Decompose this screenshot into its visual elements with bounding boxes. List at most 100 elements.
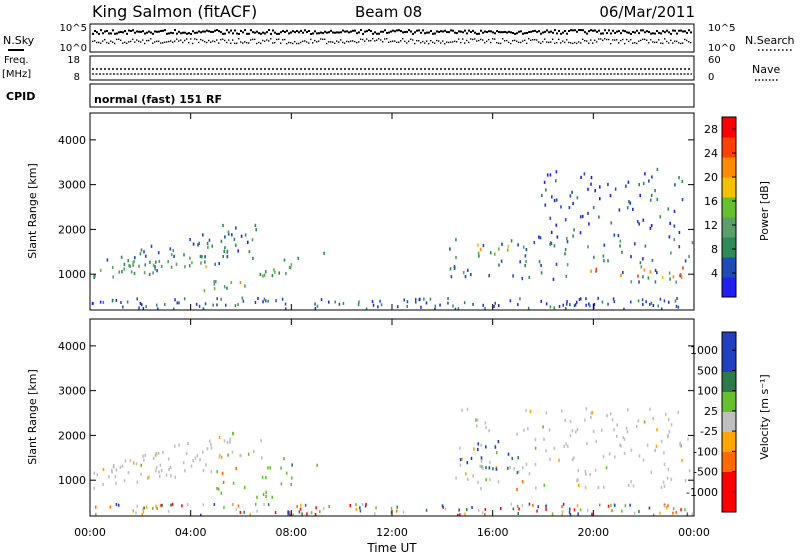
noise-sky-point xyxy=(190,32,192,35)
noise-search-point xyxy=(140,41,142,43)
noise-sky-point xyxy=(532,30,534,33)
noise-search-point xyxy=(508,41,510,44)
noise-sky-label: N.Sky xyxy=(3,34,35,47)
speckle-cell xyxy=(357,303,360,307)
noise-search-point xyxy=(418,40,420,42)
noise-search-point xyxy=(348,41,350,43)
speckle-cell xyxy=(645,300,647,304)
noise-search-point xyxy=(548,41,550,44)
noise-sky-point xyxy=(116,32,118,35)
noise-sky-point xyxy=(92,32,94,35)
speckle-cell xyxy=(675,510,677,514)
noise-sky-point xyxy=(488,30,490,33)
speckle-cell xyxy=(186,502,189,506)
speckle-cell xyxy=(254,300,257,304)
speckle-cell xyxy=(223,505,225,509)
speckle-cell xyxy=(677,305,680,309)
noise-sky-point xyxy=(308,30,310,33)
speckle-cell xyxy=(242,299,245,303)
noise-sky-point xyxy=(112,29,114,32)
speckle-cell xyxy=(447,297,449,300)
noise-sky-point xyxy=(522,32,524,35)
noise-sky-point xyxy=(272,29,274,32)
noise-search-point xyxy=(144,42,146,45)
speckle-cell xyxy=(528,502,531,506)
speckle-cell xyxy=(265,299,267,303)
noise-search-point xyxy=(310,38,312,41)
noise-search-point xyxy=(592,42,594,44)
noise-search-point xyxy=(94,40,96,42)
noise-sky-point xyxy=(556,32,558,35)
speckle-cell xyxy=(132,509,134,513)
noise-search-point xyxy=(100,42,102,44)
colorbar-segment xyxy=(722,257,736,278)
noise-search-point xyxy=(244,41,246,43)
speckle-cell xyxy=(171,502,174,506)
noise-sky-point xyxy=(674,29,676,32)
x-tick-label: 08:00 xyxy=(275,526,307,539)
noise-search-point xyxy=(138,40,140,42)
colorbar-tick-label: 24 xyxy=(704,147,718,160)
speckle-cell xyxy=(657,304,659,308)
noise-search-point xyxy=(264,40,266,43)
speckle-cell xyxy=(500,507,502,510)
speckle-cell xyxy=(178,301,180,305)
noise-sky-point xyxy=(200,31,202,34)
noise-search-point xyxy=(296,42,298,45)
speckle-cell xyxy=(672,511,674,515)
noise-sky-point xyxy=(350,30,352,33)
noise-search-point xyxy=(476,40,478,42)
noise-sky-point xyxy=(204,30,206,33)
noise-sky-point xyxy=(414,31,416,34)
speckle-cell xyxy=(319,510,321,513)
noise-sky-point xyxy=(370,30,372,33)
noise-sky-point xyxy=(364,30,366,33)
speckle-cell xyxy=(674,299,677,303)
noise-search-point xyxy=(668,42,670,44)
speckle-cell xyxy=(257,297,259,300)
noise-search-point xyxy=(290,42,292,44)
speckle-cell xyxy=(562,303,564,307)
noise-sky-point xyxy=(360,29,362,32)
speckle-cell xyxy=(601,300,604,304)
colorbar-tick-label: 1000 xyxy=(690,344,718,357)
speckle-cell xyxy=(314,307,317,310)
speckle-cell xyxy=(650,301,653,305)
noise-search-point xyxy=(200,38,202,41)
noise-sky-point xyxy=(450,29,452,32)
noise-search-point xyxy=(110,40,112,42)
noise-search-point xyxy=(596,41,598,43)
noise-search-point xyxy=(154,41,156,43)
noise-sky-point xyxy=(672,29,674,32)
noise-search-point xyxy=(434,42,436,44)
noise-sky-point xyxy=(134,31,136,34)
speckle-cell xyxy=(212,303,214,307)
data-cell xyxy=(495,467,498,471)
speckle-cell xyxy=(220,297,222,301)
speckle-cell xyxy=(136,297,138,301)
noise-search-point xyxy=(302,40,304,42)
noise-search-point xyxy=(538,41,540,43)
speckle-cell xyxy=(621,509,623,513)
noise-search-point xyxy=(322,38,324,41)
speckle-cell xyxy=(521,504,524,508)
noise-sky-point xyxy=(206,29,208,32)
speckle-cell xyxy=(659,297,662,301)
noise-search-point xyxy=(262,39,264,42)
noise-search-point xyxy=(616,39,618,41)
noise-sky-point xyxy=(248,32,250,35)
noise-sky-point xyxy=(444,29,446,32)
speckle-cell xyxy=(374,512,376,516)
noise-sky-point xyxy=(126,32,128,35)
noise-sky-point xyxy=(412,32,414,35)
noise-sky-point xyxy=(266,31,268,34)
noise-sky-point xyxy=(682,30,684,33)
noise-sky-point xyxy=(504,30,506,33)
noise-sky-point xyxy=(172,32,174,35)
noise-sky-point xyxy=(624,30,626,33)
noise-sky-point xyxy=(596,30,598,33)
noise-sky-point xyxy=(490,30,492,33)
noise-search-point xyxy=(560,42,562,44)
y-tick-label: 1000 xyxy=(58,474,86,487)
